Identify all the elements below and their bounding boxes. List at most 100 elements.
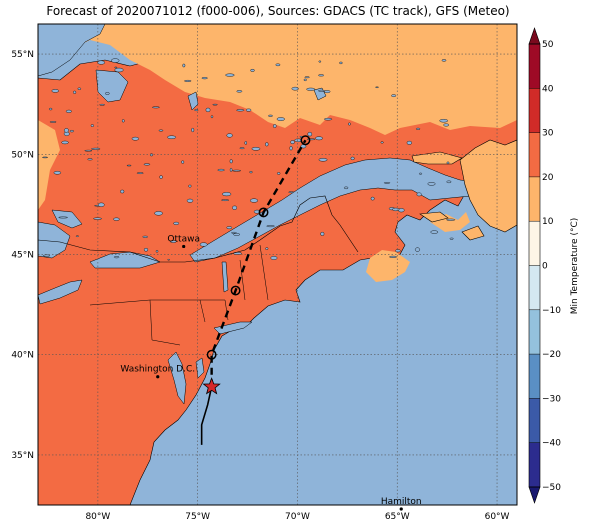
lake-speckle (111, 58, 120, 63)
lake-speckle (291, 86, 299, 91)
lake-speckle (246, 108, 252, 112)
forecast-track-line (210, 139, 307, 387)
chesapeake-bay (167, 351, 187, 405)
hudson-bay (38, 24, 106, 77)
colorbar-tick-label: 10 (542, 217, 554, 227)
forecast-position-marker (230, 285, 241, 296)
lake-speckle (114, 67, 124, 73)
lake-speckle (43, 254, 50, 257)
lake-speckle (199, 242, 208, 247)
land-10-20-maritimes (366, 250, 410, 282)
lake-speckle (188, 184, 192, 188)
lake-speckle (441, 59, 447, 62)
lake-speckle (194, 109, 199, 112)
axis-ticks: 80°W 75°W 70°W 65°W 60°W 55°N 50°N 45°N 40°N 35°N (11, 50, 509, 522)
colorbar-tick-label: 30 (542, 129, 554, 139)
colorbar-tick-label: 50 (542, 40, 554, 50)
lake-speckle (222, 192, 232, 197)
lake-speckle (244, 141, 248, 145)
colorbar-band (529, 442, 540, 487)
colorbar-band (529, 354, 540, 399)
lake-speckle (375, 86, 379, 89)
lake-speckle (306, 87, 316, 91)
lake-speckle (249, 171, 253, 174)
lake-speckle (113, 256, 120, 259)
lake-speckle (446, 218, 456, 221)
tc-track (200, 135, 311, 445)
lake-speckle (97, 60, 105, 65)
lake-speckle (113, 217, 120, 221)
x-tick-label: 60°W (485, 512, 510, 522)
lake-speckle (221, 199, 229, 201)
lake-speckle (289, 146, 293, 151)
lake-speckle (303, 78, 307, 82)
lake-speckle (90, 124, 94, 127)
graticule (38, 24, 517, 505)
x-tick-label: 65°W (385, 512, 410, 522)
colorbar-tick-label: 40 (542, 84, 554, 94)
lake-speckle (210, 115, 214, 119)
forecast-position-marker (206, 349, 217, 360)
lake-speckle (427, 182, 436, 186)
lake-speckle (233, 233, 240, 236)
lake-speckle (217, 168, 225, 172)
colorbar-band (529, 221, 540, 266)
colorbar-tick-label: −20 (542, 350, 561, 360)
colorbar-tick-label: −50 (542, 483, 561, 493)
lake-speckle (232, 169, 241, 172)
lake-speckle (73, 90, 77, 94)
lake-speckle (191, 127, 195, 133)
us-canada-border (38, 195, 359, 263)
state-borders (89, 244, 269, 346)
map-frame (37, 23, 518, 506)
colorbar-band (529, 88, 540, 133)
lake-speckle (167, 258, 170, 261)
lake-speckle (158, 129, 164, 132)
lake-speckle (51, 89, 59, 93)
small-lakes (42, 58, 456, 261)
lake-speckle (99, 103, 105, 106)
lake-speckle (53, 171, 62, 175)
city-label: Washington D.C. (120, 365, 195, 375)
lake-speckle (449, 237, 454, 240)
lake-speckle (239, 147, 245, 150)
lake-speckle (439, 119, 448, 123)
colorbar-label: Min Temperature (°C) (570, 218, 580, 315)
lake-speckle (154, 211, 163, 216)
lake-speckle (167, 135, 176, 139)
lake-speckle (318, 60, 322, 63)
lake-speckle (205, 107, 211, 113)
colorbar-over-arrow (528, 27, 541, 45)
lake-speckle (169, 240, 177, 243)
lake-speckle (370, 196, 375, 201)
lake-speckle (229, 168, 233, 172)
lake-speckle (446, 180, 452, 184)
lake-champlain (221, 261, 229, 293)
lake-speckle (184, 79, 192, 82)
lake-speckle (392, 207, 400, 212)
colorbar-tick-label: 20 (542, 173, 554, 183)
lake-huron (38, 221, 71, 259)
newfoundland (459, 139, 517, 233)
forecast-position-marker (258, 207, 269, 218)
lake-speckle (350, 156, 355, 161)
lake-speckle (416, 192, 422, 197)
lake-speckle (114, 66, 118, 69)
anticosti-island (411, 151, 463, 165)
lake-speckle (159, 175, 163, 179)
lake-speckle (268, 114, 273, 117)
lake-speckle (430, 230, 439, 234)
lake-speckle (232, 205, 237, 210)
lake-speckle (318, 158, 328, 162)
land-10-20-west (38, 120, 60, 210)
observed-track-line (200, 386, 213, 445)
colorbar-band (529, 398, 540, 443)
lake-speckle (226, 226, 233, 230)
lake-speckle (446, 161, 450, 165)
lake-speckle (91, 147, 101, 150)
lake-speckle (49, 121, 57, 123)
lake-speckle (348, 122, 351, 126)
lake-speckle (266, 225, 275, 228)
lake-speckle (251, 147, 261, 151)
